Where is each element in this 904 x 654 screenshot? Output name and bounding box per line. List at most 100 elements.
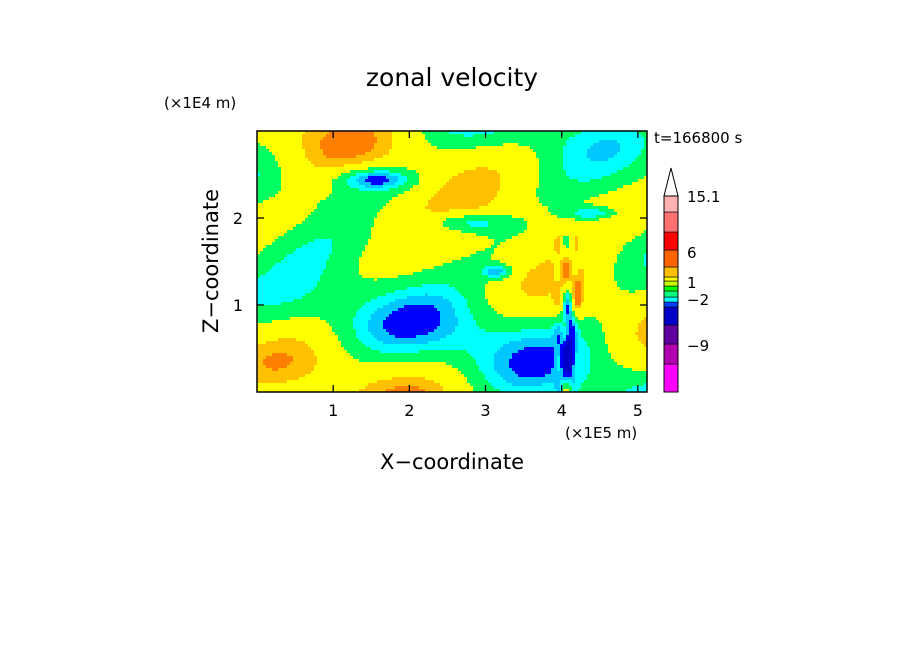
field-cell [605,164,609,168]
field-cell [281,137,285,141]
field-cell [617,170,621,174]
field-cell [614,197,618,201]
field-cell [458,215,462,219]
field-cell [446,155,450,159]
field-cell [578,188,582,192]
field-cell [578,227,582,231]
field-cell [371,149,375,153]
field-cell [281,239,285,243]
field-cell [260,158,264,162]
field-cell [443,161,447,165]
field-cell [392,233,396,237]
field-cell [479,137,483,141]
field-cell [278,230,282,234]
field-cell [488,197,492,201]
field-cell [368,131,372,135]
field-cell [452,239,456,243]
field-cell [407,140,411,144]
field-cell [530,176,534,180]
field-cell [443,170,447,174]
field-cell [299,188,303,192]
field-cell [614,170,618,174]
field-cell [365,131,369,135]
field-cell [314,134,318,138]
field-cell [344,224,348,228]
field-cell [383,173,387,177]
field-cell [506,149,510,153]
field-cell [287,218,291,222]
field-cell [287,185,291,189]
field-cell [605,152,609,156]
field-cell [488,221,492,225]
field-cell [422,140,426,144]
field-cell [416,215,420,219]
field-cell [581,131,585,135]
field-cell [632,155,636,159]
field-cell [572,134,576,138]
field-cell [593,236,597,240]
field-cell [257,245,261,249]
field-cell [461,194,465,198]
field-cell [497,146,501,150]
field-cell [458,203,462,207]
field-cell [404,170,408,174]
field-cell [353,164,357,168]
field-cell [380,137,384,141]
field-cell [611,227,615,231]
field-cell [281,218,285,222]
field-cell [344,164,348,168]
field-cell [590,137,594,141]
field-cell [320,182,324,186]
field-cell [560,230,564,234]
field-cell [560,170,564,174]
field-cell [380,218,384,222]
field-cell [293,134,297,138]
field-cell [290,206,294,210]
field-cell [575,200,579,204]
field-cell [344,149,348,153]
field-cell [395,233,399,237]
field-cell [560,215,564,219]
field-cell [389,176,393,180]
field-cell [359,206,363,210]
field-cell [455,167,459,171]
field-cell [389,140,393,144]
field-cell [506,134,510,138]
field-cell [587,191,591,195]
field-cell [494,218,498,222]
field-cell [488,242,492,246]
field-cell [560,149,564,153]
field-cell [341,227,345,231]
field-cell [578,167,582,171]
field-cell [332,239,336,243]
field-cell [614,185,618,189]
field-cell [641,230,645,234]
field-cell [353,149,357,153]
field-cell [371,215,375,219]
field-cell [395,167,399,171]
field-cell [638,230,642,234]
field-cell [386,227,390,231]
field-cell [308,236,312,240]
field-cell [572,176,576,180]
field-cell [431,206,435,210]
field-cell [545,206,549,210]
field-cell [287,149,291,153]
field-cell [596,149,600,153]
field-cell [593,170,597,174]
field-cell [515,149,519,153]
field-cell [338,164,342,168]
field-cell [470,194,474,198]
field-cell [641,194,645,198]
field-cell [368,233,372,237]
field-cell [485,143,489,147]
field-cell [467,134,471,138]
field-cell [533,131,537,135]
field-cell [368,200,372,204]
field-cell [575,173,579,177]
field-cell [437,131,441,135]
field-cell [341,236,345,240]
field-cell [551,221,555,225]
field-cell [449,194,453,198]
field-cell [335,233,339,237]
